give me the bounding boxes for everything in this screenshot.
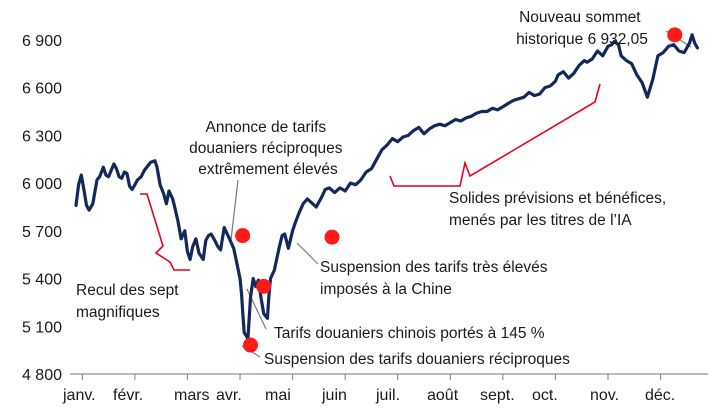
leader-annonce xyxy=(230,179,239,241)
x-tick-label: janv. xyxy=(62,387,96,404)
x-axis: janv. févr. mars avr. mai juin juil. août sept. o… xyxy=(62,373,708,404)
annotation-recul-line-1: Recul des sept xyxy=(76,282,179,299)
x-tick-label: déc. xyxy=(645,387,675,404)
leader-chine-elevés xyxy=(296,242,319,265)
event-marker xyxy=(235,228,251,244)
event-marker xyxy=(667,27,683,43)
x-tick-label: févr. xyxy=(113,387,143,404)
annotation-annonce-line-2: douaniers réciproques xyxy=(189,140,343,157)
annotation-sommet: Nouveau sommet historique 6 932,05 xyxy=(516,9,648,48)
annotation-chine-eleves-line-2: imposés à la Chine xyxy=(320,281,452,298)
annotation-sommet-line-2: historique 6 932,05 xyxy=(516,31,648,48)
annotation-chine-145: Tarifs douaniers chinois portés à 145 % xyxy=(274,325,545,342)
index-line xyxy=(74,33,700,341)
annotation-solides-line-2: menés par les titres de l’IA xyxy=(449,212,632,229)
annotation-brackets xyxy=(140,30,692,358)
x-tick-label: juil. xyxy=(375,387,400,404)
event-marker xyxy=(243,337,259,353)
annotation-recul: Recul des sept magnifiques xyxy=(76,282,183,321)
x-tick-label: juin xyxy=(321,387,347,404)
annotation-annonce: Annonce de tarifs douaniers réciproques … xyxy=(189,119,347,178)
annotation-annonce-line-3: extrêmement élevés xyxy=(198,161,338,178)
annotation-chine-145-line-1: Tarifs douaniers chinois portés à 145 % xyxy=(274,325,545,342)
y-tick-label: 6 000 xyxy=(22,176,62,193)
annotation-reciproques: Suspension des tarifs douaniers réciproq… xyxy=(264,351,570,368)
annotation-solides-line-1: Solides prévisions et bénéfices, xyxy=(449,190,666,207)
y-tick-label: 6 300 xyxy=(22,128,62,145)
annotation-annonce-line-1: Annonce de tarifs xyxy=(206,119,327,136)
annotation-reciproques-line-1: Suspension des tarifs douaniers réciproq… xyxy=(264,351,570,368)
annotation-chine-eleves-line-1: Suspension des tarifs très élevés xyxy=(320,259,548,276)
bracket-recul xyxy=(140,193,190,271)
x-tick-label: avr. xyxy=(216,387,242,404)
annotations: Nouveau sommet historique 6 932,05 Annon… xyxy=(76,9,670,368)
event-marker xyxy=(324,229,340,245)
event-markers xyxy=(235,27,683,353)
y-tick-label: 5 700 xyxy=(22,224,62,241)
x-tick-label: août xyxy=(427,387,459,404)
y-tick-label: 6 600 xyxy=(22,81,62,98)
bracket-solides xyxy=(389,83,601,187)
x-tick-label: sept. xyxy=(480,387,515,404)
annotation-recul-line-2: magnifiques xyxy=(76,304,160,321)
y-tick-label: 5 100 xyxy=(22,319,62,336)
annotation-chine-eleves: Suspension des tarifs très élevés imposé… xyxy=(320,259,552,298)
annotation-sommet-line-1: Nouveau sommet xyxy=(519,9,641,26)
x-tick-label: mai xyxy=(265,387,291,404)
event-marker xyxy=(256,278,272,294)
x-tick-label: nov. xyxy=(590,387,619,404)
y-tick-label: 6 900 xyxy=(22,33,62,50)
x-tick-label: mars xyxy=(174,387,210,404)
y-tick-label: 4 800 xyxy=(22,367,62,384)
y-tick-label: 5 400 xyxy=(22,272,62,289)
x-tick-label: oct. xyxy=(532,387,558,404)
y-axis: 4 800 5 100 5 400 5 700 6 000 6 300 6 600 6 900 xyxy=(22,33,62,384)
annotation-solides: Solides prévisions et bénéfices, menés p… xyxy=(449,190,670,229)
